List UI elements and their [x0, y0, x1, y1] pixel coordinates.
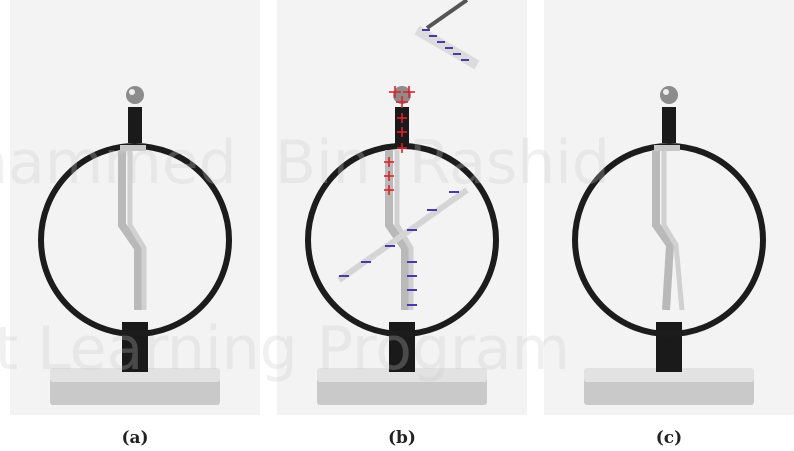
- caption-c: (c): [655, 428, 683, 448]
- caption-a: (a): [121, 428, 149, 448]
- panel-c-electroscope: [544, 0, 794, 415]
- electroscope-c-image: [544, 0, 794, 415]
- electroscope-b-image: [277, 0, 527, 415]
- panel-b-electroscope: [277, 0, 527, 415]
- electroscope-a-image: [10, 0, 260, 415]
- panel-a-electroscope: [10, 0, 260, 415]
- caption-b: (b): [388, 428, 416, 448]
